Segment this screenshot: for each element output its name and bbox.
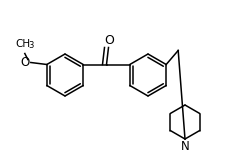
Text: CH: CH bbox=[15, 39, 30, 48]
Text: N: N bbox=[181, 140, 189, 153]
Text: O: O bbox=[105, 33, 114, 47]
Text: 3: 3 bbox=[28, 40, 33, 49]
Text: O: O bbox=[21, 56, 30, 69]
